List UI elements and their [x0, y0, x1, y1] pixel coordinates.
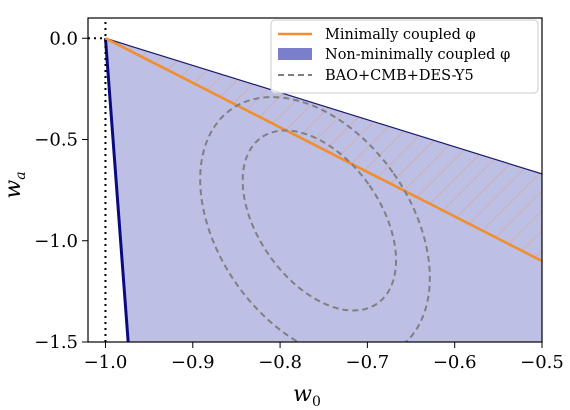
plot-area	[88, 18, 542, 342]
y-axis-label: wa	[1, 171, 29, 198]
minimally-coupled-line	[104, 37, 542, 263]
plot-frame	[87, 17, 543, 343]
non-minimal-region	[105, 38, 542, 342]
x-tick-label: −0.9	[171, 352, 215, 373]
y-tick-label: 0.0	[49, 28, 78, 49]
y-tick-label: −1.0	[34, 231, 78, 252]
x-tick-label: −0.5	[520, 352, 564, 373]
x-axis: −1.0 −0.9 −0.8 −0.7 −0.6 −0.5	[84, 342, 564, 373]
contours-group	[199, 96, 431, 342]
y-tick-label: −1.5	[34, 332, 78, 353]
x-tick-label: −0.6	[433, 352, 477, 373]
x-tick-label: −0.8	[258, 352, 302, 373]
x-tick-label: −0.7	[346, 352, 390, 373]
legend: Minimally coupled φ Non-minimally couple…	[270, 19, 539, 94]
legend-box	[270, 19, 539, 94]
x-tick-label: −1.0	[84, 352, 128, 373]
legend-label-non-minimal: Non-minimally coupled φ	[325, 47, 510, 63]
non-minimal-left-boundary	[103, 38, 130, 342]
y-tick-label: −0.5	[34, 130, 78, 151]
contour-outer	[199, 96, 431, 342]
x-axis-label: w0	[293, 382, 321, 410]
legend-swatch-non-minimal	[278, 48, 312, 60]
y-axis: 0.0 −0.5 −1.0 −1.5	[34, 28, 88, 353]
non-minimal-upper-boundary	[105, 37, 542, 175]
legend-label-minimal: Minimally coupled φ	[325, 27, 476, 43]
legend-label-contours: BAO+CMB+DES-Y5	[325, 68, 474, 84]
contour-inner	[241, 129, 398, 312]
